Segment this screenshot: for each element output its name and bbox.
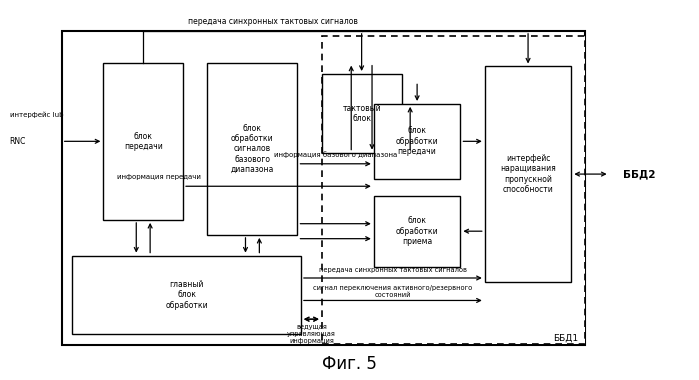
Bar [374, 104, 461, 179]
Text: интерфейс
наращивания
пропускной
способности: интерфейс наращивания пропускной способн… [500, 154, 556, 194]
Text: ведущая
управляющая
информация: ведущая управляющая информация [287, 324, 336, 344]
Bar [62, 31, 585, 345]
Text: передача синхронных тактовых сигналов: передача синхронных тактовых сигналов [188, 17, 358, 26]
Text: передача синхронных тактовых сигналов: передача синхронных тактовых сигналов [319, 267, 467, 273]
Text: блок
обработки
приема: блок обработки приема [396, 216, 438, 246]
Text: главный
блок
обработки: главный блок обработки [165, 280, 208, 310]
Text: блок
обработки
передачи: блок обработки передачи [396, 127, 438, 156]
Text: ББД1: ББД1 [553, 333, 578, 342]
Text: информация базового диапазона: информация базового диапазона [274, 151, 397, 158]
Text: блок
обработки
сигналов
базового
диапазона: блок обработки сигналов базового диапазо… [231, 124, 274, 174]
Bar [322, 74, 401, 152]
Bar [374, 196, 461, 267]
Bar [103, 63, 183, 220]
Text: Фиг. 5: Фиг. 5 [322, 355, 377, 373]
Text: блок
передачи: блок передачи [124, 131, 163, 151]
Bar [322, 36, 585, 344]
Bar [72, 255, 301, 334]
Text: информация передачи: информация передачи [117, 174, 201, 180]
Text: RNC: RNC [10, 137, 26, 146]
Bar [484, 66, 571, 282]
Text: сигнал переключения активного/резервного
состояний: сигнал переключения активного/резервного… [313, 285, 473, 298]
Bar [208, 63, 298, 235]
Text: тактовый
блок: тактовый блок [343, 103, 381, 123]
Text: интерфейс Iub: интерфейс Iub [10, 112, 63, 118]
Text: ББД2: ББД2 [624, 169, 656, 179]
